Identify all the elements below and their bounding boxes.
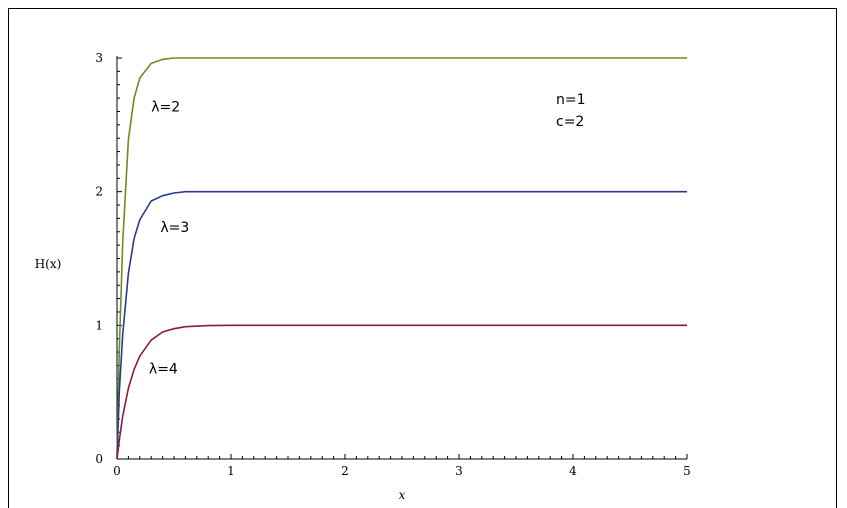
annotation-n: n=1 <box>556 92 586 108</box>
x-tick-label: 4 <box>569 464 577 478</box>
labels-group: λ=2 λ=3 λ=4 <box>149 99 189 377</box>
series-label-3: λ=4 <box>149 361 178 377</box>
y-tick-label: 1 <box>95 318 103 332</box>
x-tick-label: 3 <box>455 464 463 478</box>
y-tick-label: 2 <box>95 185 103 199</box>
series-group <box>116 57 687 460</box>
annotation-c: c=2 <box>556 114 584 130</box>
series-label-1: λ=2 <box>151 99 180 115</box>
chart-frame <box>8 8 837 508</box>
axes: 0 1 2 3 0 1 2 3 4 5 <box>95 51 690 478</box>
x-tick-label: 1 <box>227 464 235 478</box>
series-line-3 <box>116 324 687 460</box>
series-label-2: λ=3 <box>160 220 189 236</box>
x-tick-label: 0 <box>113 464 121 478</box>
y-tick-label: 0 <box>95 452 103 466</box>
series-line-1 <box>116 57 687 460</box>
x-axis-title: x <box>399 488 406 502</box>
x-tick-label: 5 <box>683 464 691 478</box>
x-tick-label: 2 <box>341 464 349 478</box>
y-axis-title: H(x) <box>35 257 62 271</box>
y-tick-label: 3 <box>95 51 103 65</box>
series-line-2 <box>116 190 687 460</box>
